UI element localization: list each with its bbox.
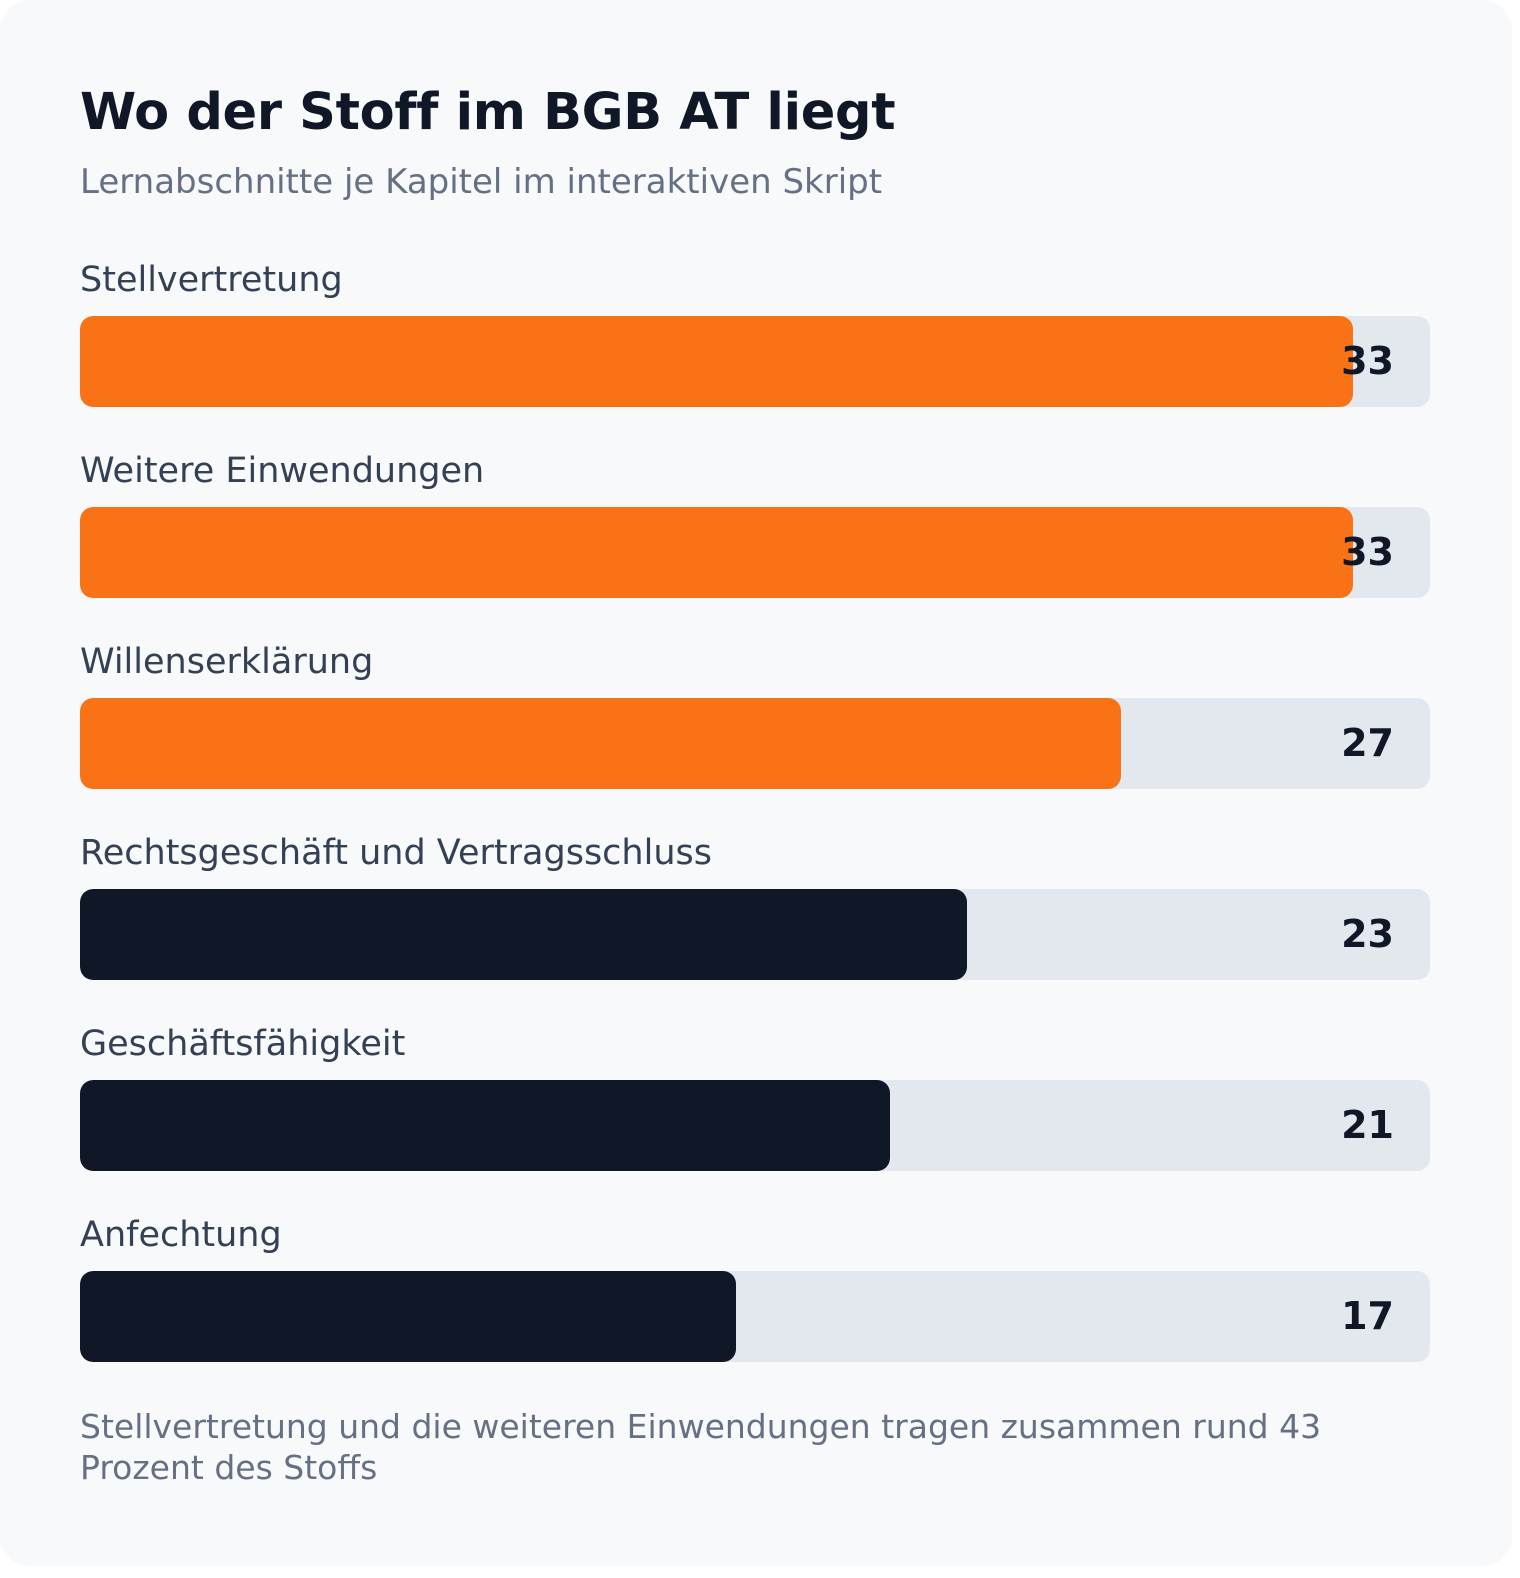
bar-label: Stellvertretung xyxy=(80,260,343,300)
bar-value-label: 17 xyxy=(1341,1294,1394,1338)
bar-value-label: 23 xyxy=(1341,912,1394,956)
bar-track: 33 xyxy=(80,507,1430,598)
bar-track: 27 xyxy=(80,698,1430,789)
bar-value-label: 27 xyxy=(1341,721,1394,765)
bar-track: 23 xyxy=(80,889,1430,980)
bar-label: Geschäftsfähigkeit xyxy=(80,1024,406,1064)
bar-track: 17 xyxy=(80,1271,1430,1362)
bar-value-label: 21 xyxy=(1341,1103,1394,1147)
bar-label: Anfechtung xyxy=(80,1215,282,1255)
chart-subtitle: Lernabschnitte je Kapitel im interaktive… xyxy=(80,162,883,202)
bar-track: 33 xyxy=(80,316,1430,407)
bar-value-label: 33 xyxy=(1341,339,1394,383)
bar xyxy=(80,698,1121,789)
bar-label: Rechtsgeschäft und Vertragsschluss xyxy=(80,833,712,873)
bar xyxy=(80,1080,890,1171)
bar-label: Willenserklärung xyxy=(80,642,374,682)
bar-label: Weitere Einwendungen xyxy=(80,451,485,491)
bar-track: 21 xyxy=(80,1080,1430,1171)
bar xyxy=(80,507,1353,598)
bar-value-label: 33 xyxy=(1341,530,1394,574)
bar xyxy=(80,1271,736,1362)
chart-title: Wo der Stoff im BGB AT liegt xyxy=(80,83,896,142)
chart-footnote: Stellvertretung und die weiteren Einwend… xyxy=(80,1407,1322,1487)
bar xyxy=(80,889,967,980)
bar xyxy=(80,316,1353,407)
